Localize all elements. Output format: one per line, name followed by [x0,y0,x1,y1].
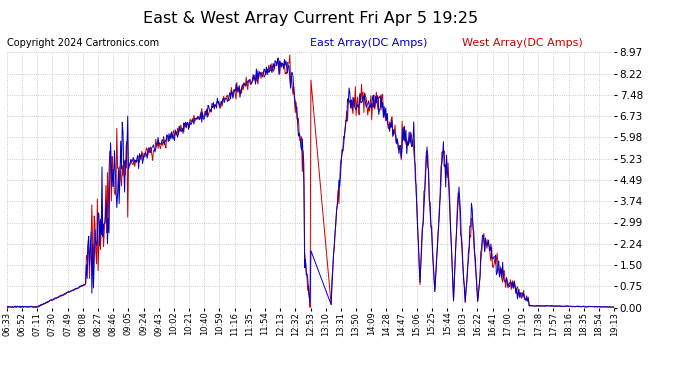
Text: West Array(DC Amps): West Array(DC Amps) [462,38,583,48]
Text: East & West Array Current Fri Apr 5 19:25: East & West Array Current Fri Apr 5 19:2… [143,11,478,26]
Text: East Array(DC Amps): East Array(DC Amps) [310,38,428,48]
Text: Copyright 2024 Cartronics.com: Copyright 2024 Cartronics.com [7,38,159,48]
